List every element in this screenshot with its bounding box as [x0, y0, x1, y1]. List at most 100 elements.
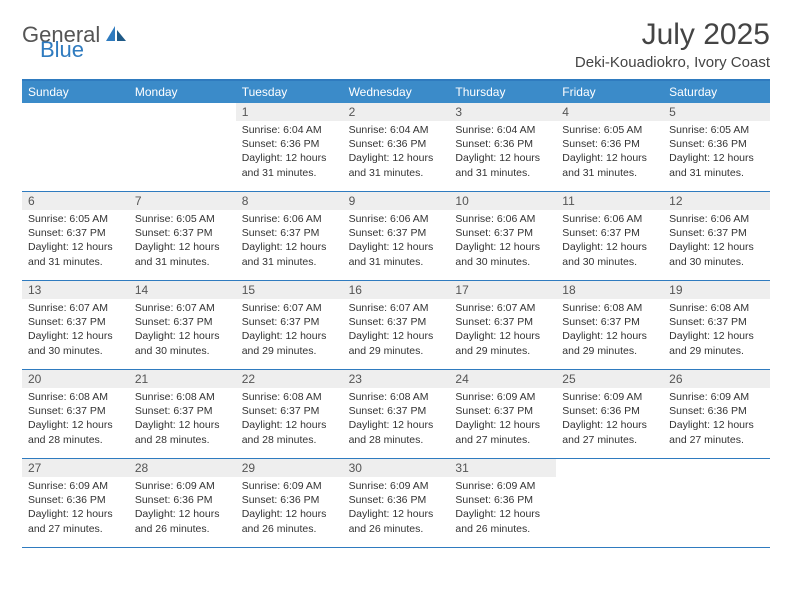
sunrise-label: Sunrise: 6:04 AM	[455, 123, 550, 137]
sunset-label: Sunset: 6:36 PM	[349, 137, 444, 151]
sunset-label: Sunset: 6:37 PM	[242, 404, 337, 418]
sunrise-label: Sunrise: 6:07 AM	[28, 301, 123, 315]
day-number: 29	[236, 459, 343, 477]
day-details: Sunrise: 6:06 AMSunset: 6:37 PMDaylight:…	[449, 210, 556, 273]
day-number: 26	[663, 370, 770, 388]
day-number: 15	[236, 281, 343, 299]
sunrise-label: Sunrise: 6:07 AM	[455, 301, 550, 315]
sunrise-label: Sunrise: 6:04 AM	[349, 123, 444, 137]
day-details: Sunrise: 6:07 AMSunset: 6:37 PMDaylight:…	[236, 299, 343, 362]
day-cell: 23Sunrise: 6:08 AMSunset: 6:37 PMDayligh…	[343, 370, 450, 458]
day-number	[129, 103, 236, 107]
week-row: 13Sunrise: 6:07 AMSunset: 6:37 PMDayligh…	[22, 281, 770, 370]
sunrise-label: Sunrise: 6:06 AM	[349, 212, 444, 226]
sunset-label: Sunset: 6:37 PM	[455, 226, 550, 240]
day-cell	[129, 103, 236, 191]
day-number	[22, 103, 129, 107]
day-number: 24	[449, 370, 556, 388]
sunset-label: Sunset: 6:36 PM	[28, 493, 123, 507]
sunset-label: Sunset: 6:36 PM	[242, 493, 337, 507]
day-number	[663, 459, 770, 463]
sunset-label: Sunset: 6:37 PM	[28, 404, 123, 418]
day-cell: 15Sunrise: 6:07 AMSunset: 6:37 PMDayligh…	[236, 281, 343, 369]
daylight-label: Daylight: 12 hours and 27 minutes.	[669, 418, 764, 446]
sunset-label: Sunset: 6:36 PM	[562, 137, 657, 151]
sunrise-label: Sunrise: 6:06 AM	[242, 212, 337, 226]
day-details: Sunrise: 6:06 AMSunset: 6:37 PMDaylight:…	[343, 210, 450, 273]
sunrise-label: Sunrise: 6:09 AM	[562, 390, 657, 404]
sunset-label: Sunset: 6:36 PM	[669, 137, 764, 151]
sunrise-label: Sunrise: 6:05 AM	[28, 212, 123, 226]
sunrise-label: Sunrise: 6:09 AM	[455, 390, 550, 404]
location-label: Deki-Kouadiokro, Ivory Coast	[575, 54, 770, 71]
daylight-label: Daylight: 12 hours and 29 minutes.	[455, 329, 550, 357]
sunset-label: Sunset: 6:36 PM	[242, 137, 337, 151]
daylight-label: Daylight: 12 hours and 27 minutes.	[455, 418, 550, 446]
month-title: July 2025	[575, 18, 770, 52]
dow-tuesday: Tuesday	[236, 81, 343, 103]
sunrise-label: Sunrise: 6:05 AM	[669, 123, 764, 137]
daylight-label: Daylight: 12 hours and 28 minutes.	[349, 418, 444, 446]
day-details: Sunrise: 6:05 AMSunset: 6:37 PMDaylight:…	[129, 210, 236, 273]
day-details: Sunrise: 6:08 AMSunset: 6:37 PMDaylight:…	[236, 388, 343, 451]
dow-thursday: Thursday	[449, 81, 556, 103]
sunset-label: Sunset: 6:37 PM	[135, 315, 230, 329]
day-cell: 31Sunrise: 6:09 AMSunset: 6:36 PMDayligh…	[449, 459, 556, 547]
sunrise-label: Sunrise: 6:06 AM	[562, 212, 657, 226]
calendar: Sunday Monday Tuesday Wednesday Thursday…	[22, 79, 770, 548]
day-number: 2	[343, 103, 450, 121]
day-cell: 13Sunrise: 6:07 AMSunset: 6:37 PMDayligh…	[22, 281, 129, 369]
sunrise-label: Sunrise: 6:08 AM	[28, 390, 123, 404]
day-number: 25	[556, 370, 663, 388]
daylight-label: Daylight: 12 hours and 26 minutes.	[242, 507, 337, 535]
day-number: 5	[663, 103, 770, 121]
sunset-label: Sunset: 6:37 PM	[349, 315, 444, 329]
day-number: 31	[449, 459, 556, 477]
day-number: 4	[556, 103, 663, 121]
day-details: Sunrise: 6:09 AMSunset: 6:37 PMDaylight:…	[449, 388, 556, 451]
sunset-label: Sunset: 6:37 PM	[669, 226, 764, 240]
sunset-label: Sunset: 6:37 PM	[28, 226, 123, 240]
week-row: 27Sunrise: 6:09 AMSunset: 6:36 PMDayligh…	[22, 459, 770, 548]
day-details: Sunrise: 6:09 AMSunset: 6:36 PMDaylight:…	[22, 477, 129, 540]
day-cell: 30Sunrise: 6:09 AMSunset: 6:36 PMDayligh…	[343, 459, 450, 547]
day-number: 10	[449, 192, 556, 210]
daylight-label: Daylight: 12 hours and 27 minutes.	[28, 507, 123, 535]
sunrise-label: Sunrise: 6:08 AM	[135, 390, 230, 404]
day-cell: 10Sunrise: 6:06 AMSunset: 6:37 PMDayligh…	[449, 192, 556, 280]
day-number: 9	[343, 192, 450, 210]
daylight-label: Daylight: 12 hours and 30 minutes.	[562, 240, 657, 268]
day-cell: 20Sunrise: 6:08 AMSunset: 6:37 PMDayligh…	[22, 370, 129, 458]
sunrise-label: Sunrise: 6:05 AM	[135, 212, 230, 226]
sunset-label: Sunset: 6:37 PM	[455, 315, 550, 329]
day-number: 16	[343, 281, 450, 299]
day-details: Sunrise: 6:06 AMSunset: 6:37 PMDaylight:…	[236, 210, 343, 273]
daylight-label: Daylight: 12 hours and 27 minutes.	[562, 418, 657, 446]
sunset-label: Sunset: 6:37 PM	[242, 226, 337, 240]
day-number	[556, 459, 663, 463]
sunset-label: Sunset: 6:36 PM	[669, 404, 764, 418]
sunrise-label: Sunrise: 6:09 AM	[455, 479, 550, 493]
day-cell: 24Sunrise: 6:09 AMSunset: 6:37 PMDayligh…	[449, 370, 556, 458]
week-row: 1Sunrise: 6:04 AMSunset: 6:36 PMDaylight…	[22, 103, 770, 192]
day-cell	[663, 459, 770, 547]
day-details: Sunrise: 6:07 AMSunset: 6:37 PMDaylight:…	[22, 299, 129, 362]
sunrise-label: Sunrise: 6:06 AM	[455, 212, 550, 226]
daylight-label: Daylight: 12 hours and 30 minutes.	[669, 240, 764, 268]
daylight-label: Daylight: 12 hours and 26 minutes.	[135, 507, 230, 535]
sunset-label: Sunset: 6:36 PM	[562, 404, 657, 418]
sunset-label: Sunset: 6:37 PM	[28, 315, 123, 329]
sunset-label: Sunset: 6:36 PM	[455, 137, 550, 151]
sunset-label: Sunset: 6:37 PM	[455, 404, 550, 418]
daylight-label: Daylight: 12 hours and 30 minutes.	[135, 329, 230, 357]
daylight-label: Daylight: 12 hours and 31 minutes.	[562, 151, 657, 179]
title-block: July 2025 Deki-Kouadiokro, Ivory Coast	[575, 18, 770, 71]
day-number: 7	[129, 192, 236, 210]
daylight-label: Daylight: 12 hours and 28 minutes.	[242, 418, 337, 446]
sunset-label: Sunset: 6:37 PM	[562, 315, 657, 329]
sunset-label: Sunset: 6:37 PM	[135, 226, 230, 240]
sunset-label: Sunset: 6:36 PM	[455, 493, 550, 507]
day-details: Sunrise: 6:04 AMSunset: 6:36 PMDaylight:…	[343, 121, 450, 184]
sunrise-label: Sunrise: 6:04 AM	[242, 123, 337, 137]
day-cell: 1Sunrise: 6:04 AMSunset: 6:36 PMDaylight…	[236, 103, 343, 191]
